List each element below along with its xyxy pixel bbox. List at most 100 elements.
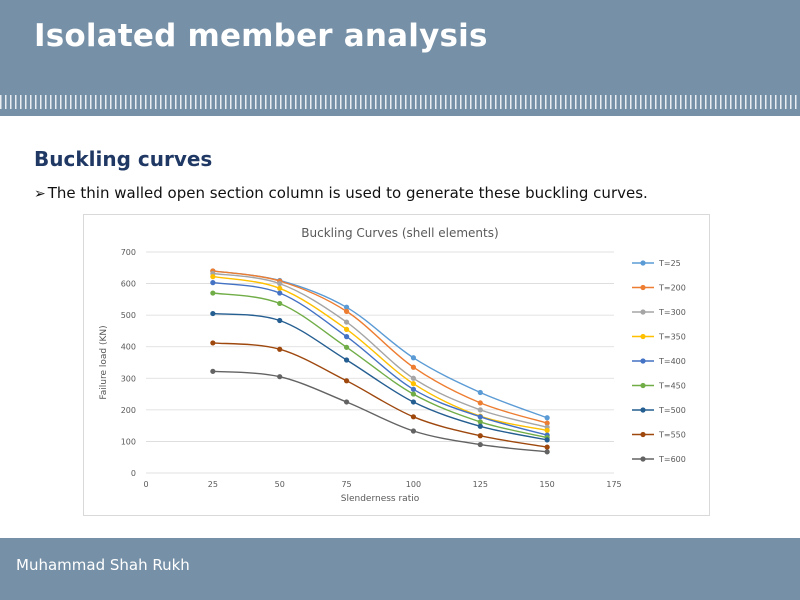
data-point [343, 357, 350, 363]
bullet-text: The thin walled open section column is u… [47, 184, 648, 202]
series-line [212, 275, 548, 432]
series-line [212, 270, 548, 419]
data-point [343, 334, 350, 340]
legend-label: T=400 [658, 357, 686, 366]
buckling-chart: Buckling Curves (shell elements) 0 100 200 3… [83, 214, 710, 516]
series-line [212, 370, 548, 453]
data-point [343, 304, 350, 310]
data-point [210, 274, 216, 280]
x-tick-label: 175 [606, 480, 621, 489]
data-point [277, 300, 283, 307]
data-point [410, 399, 417, 405]
data-point [410, 364, 417, 370]
chart-canvas: Buckling Curves (shell elements) 0 100 200 3… [99, 226, 686, 504]
chart-title: Buckling Curves (shell elements) [301, 226, 498, 240]
data-point [477, 407, 483, 413]
x-axis-label: Slenderness ratio [341, 494, 420, 504]
data-point [277, 317, 283, 324]
data-point [477, 433, 483, 439]
data-point [343, 344, 350, 350]
data-point [410, 414, 417, 420]
y-tick-label: 100 [121, 437, 136, 446]
data-point [477, 414, 483, 420]
legend-marker [640, 333, 646, 340]
series-line [212, 281, 548, 436]
y-axis-label: Failure load (KN) [99, 325, 109, 399]
y-tick-label: 300 [121, 374, 136, 383]
data-point [343, 308, 350, 314]
footer-bar: Muhammad Shah Rukh [0, 538, 800, 600]
slide-subtitle: Buckling curves [34, 147, 213, 171]
data-point [410, 391, 417, 397]
legend-label: T=550 [658, 431, 686, 440]
author-name: Muhammad Shah Rukh [16, 556, 190, 574]
data-point [544, 437, 550, 443]
slide-title: Isolated member analysis [34, 18, 488, 54]
data-point [277, 374, 283, 380]
data-point [277, 346, 283, 352]
data-point [210, 280, 216, 286]
data-point [477, 419, 483, 425]
data-point [410, 428, 417, 434]
legend-marker [640, 284, 646, 291]
x-tick-label: 0 [143, 480, 148, 489]
data-point [210, 368, 216, 374]
data-point [544, 444, 550, 450]
title-banner: Isolated member analysis [0, 0, 800, 116]
legend-label: T=200 [658, 284, 686, 293]
x-tick-label: 75 [341, 480, 351, 489]
data-point [410, 355, 417, 361]
legend-label: T=300 [658, 308, 686, 317]
data-point [477, 389, 483, 396]
y-tick-label: 600 [121, 280, 136, 289]
data-point [544, 420, 550, 426]
data-point [343, 326, 350, 332]
x-tick-label: 150 [540, 480, 555, 489]
data-point [343, 319, 350, 325]
legend-marker [640, 431, 646, 438]
data-point [410, 381, 417, 387]
y-tick-label: 500 [121, 311, 136, 320]
y-tick-label: 200 [121, 406, 136, 415]
legend-marker [640, 407, 646, 413]
data-point [343, 399, 350, 405]
series-line [212, 270, 548, 424]
data-point [277, 290, 283, 296]
series-line [212, 312, 548, 441]
bullet-point: ➢ The thin walled open section column is … [34, 184, 648, 202]
data-point [544, 415, 550, 421]
legend-label: T=500 [658, 406, 686, 415]
x-tick-label: 100 [406, 480, 421, 489]
data-point [410, 375, 417, 381]
data-point [210, 290, 216, 296]
arrow-bullet-icon: ➢ [34, 186, 46, 202]
series-line [212, 342, 548, 448]
legend-label: T=600 [658, 455, 686, 464]
data-point [544, 427, 550, 433]
x-tick-label: 125 [473, 480, 488, 489]
x-tick-label: 25 [208, 480, 218, 489]
legend-marker [640, 260, 646, 266]
legend-marker [640, 358, 646, 364]
y-tick-label: 700 [121, 248, 136, 257]
x-tick-label: 50 [275, 480, 285, 489]
legend-marker [640, 309, 646, 315]
legend-marker [640, 456, 646, 462]
legend-label: T=350 [658, 333, 686, 342]
data-point [544, 449, 550, 455]
legend-label: T=450 [658, 382, 686, 391]
y-tick-label: 400 [121, 343, 136, 352]
legend-label: T=25 [658, 259, 681, 268]
series-line [212, 292, 548, 439]
data-point [277, 280, 283, 287]
data-point [210, 310, 216, 317]
data-point [477, 441, 483, 448]
series-line [212, 272, 548, 428]
data-point [343, 378, 350, 384]
data-point [410, 386, 417, 392]
data-point [477, 400, 483, 406]
data-point [277, 285, 283, 291]
legend-marker [640, 382, 646, 389]
data-point [477, 423, 483, 429]
data-point [210, 340, 216, 346]
